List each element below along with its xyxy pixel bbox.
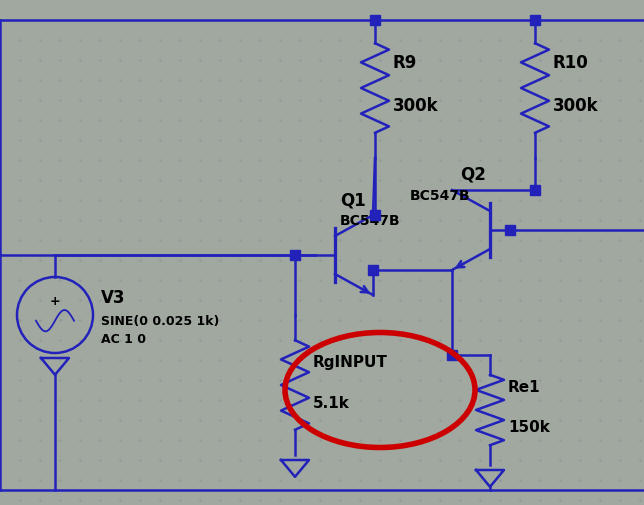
Text: 5.1k: 5.1k (313, 395, 350, 411)
Text: R9: R9 (393, 54, 417, 72)
Text: AC 1 0: AC 1 0 (101, 333, 146, 346)
Text: +: + (50, 295, 61, 308)
Text: SINE(0 0.025 1k): SINE(0 0.025 1k) (101, 315, 220, 328)
Text: BC547B: BC547B (340, 214, 401, 228)
Text: 150k: 150k (508, 421, 550, 435)
Text: Re1: Re1 (508, 380, 540, 395)
Text: BC547B: BC547B (410, 189, 471, 203)
Text: Q1: Q1 (340, 191, 366, 209)
Text: V3: V3 (101, 289, 126, 307)
Text: RgINPUT: RgINPUT (313, 356, 388, 371)
Text: Q2: Q2 (460, 166, 486, 184)
Text: 300k: 300k (553, 97, 599, 115)
Text: 300k: 300k (393, 97, 439, 115)
Text: R10: R10 (553, 54, 589, 72)
